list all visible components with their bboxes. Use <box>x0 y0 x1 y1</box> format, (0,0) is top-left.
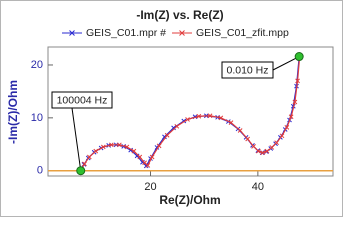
x-tick-label: 40 <box>252 181 264 193</box>
annotation-leader <box>272 56 300 71</box>
plot-area <box>47 46 334 177</box>
point-marker <box>86 154 92 160</box>
point-marker <box>292 99 298 105</box>
point-marker <box>93 148 99 154</box>
y-tick-label: 20 <box>31 59 43 71</box>
annotation-leader <box>71 107 82 171</box>
chart-title: -Im(Z) vs. Re(Z) <box>136 8 223 22</box>
point-marker <box>145 163 151 168</box>
point-marker <box>137 154 143 160</box>
point-marker <box>264 148 270 154</box>
point-marker <box>117 142 122 148</box>
x-tick-label: 20 <box>144 181 156 193</box>
annotation-text: 100004 Hz <box>57 94 108 106</box>
point-marker <box>100 144 106 150</box>
annotation-text: 0.010 Hz <box>226 64 268 76</box>
point-marker <box>237 128 243 133</box>
point-marker <box>124 144 130 150</box>
legend-marker <box>179 30 185 36</box>
point-marker <box>274 140 279 146</box>
annotation-box <box>221 61 274 79</box>
point-marker <box>251 144 256 149</box>
point-marker <box>207 113 213 119</box>
legend-marker <box>69 30 75 36</box>
point-marker <box>171 125 176 131</box>
point-marker <box>295 78 300 84</box>
point-marker <box>134 153 140 159</box>
point-marker <box>218 115 224 121</box>
point-marker <box>162 134 167 140</box>
point-marker <box>196 113 202 119</box>
x-axis-title: Re(Z)/Ohm <box>159 193 220 207</box>
point-marker <box>284 125 290 130</box>
end-point <box>76 166 86 176</box>
legend-label: GEIS_C01_zfit.mpp <box>196 27 289 39</box>
point-marker <box>149 154 155 160</box>
y-tick-label: 0 <box>37 165 43 177</box>
end-point <box>294 52 304 62</box>
point-marker <box>156 143 162 149</box>
legend-label: GEIS_C01.mpr # <box>86 27 166 39</box>
point-marker <box>288 114 294 120</box>
point-marker <box>108 142 114 148</box>
point-marker <box>82 161 87 167</box>
point-marker <box>174 123 180 129</box>
point-marker <box>256 148 261 154</box>
point-marker <box>131 148 137 154</box>
point-marker <box>279 133 285 139</box>
chart-window: -Im(Z) vs. Re(Z) Re(Z)/Ohm -Im(Z)/Ohm 20… <box>0 0 343 217</box>
point-marker <box>164 132 170 138</box>
point-marker <box>245 136 251 142</box>
point-marker <box>228 120 234 125</box>
y-axis-title: -Im(Z)/Ohm <box>6 80 20 144</box>
point-marker <box>269 145 275 150</box>
point-marker <box>260 150 266 156</box>
y-tick-label: 10 <box>31 112 43 124</box>
annotation-box <box>51 91 113 109</box>
chart: -Im(Z) vs. Re(Z) Re(Z)/Ohm -Im(Z)/Ohm 20… <box>0 0 343 217</box>
point-marker <box>185 117 190 122</box>
